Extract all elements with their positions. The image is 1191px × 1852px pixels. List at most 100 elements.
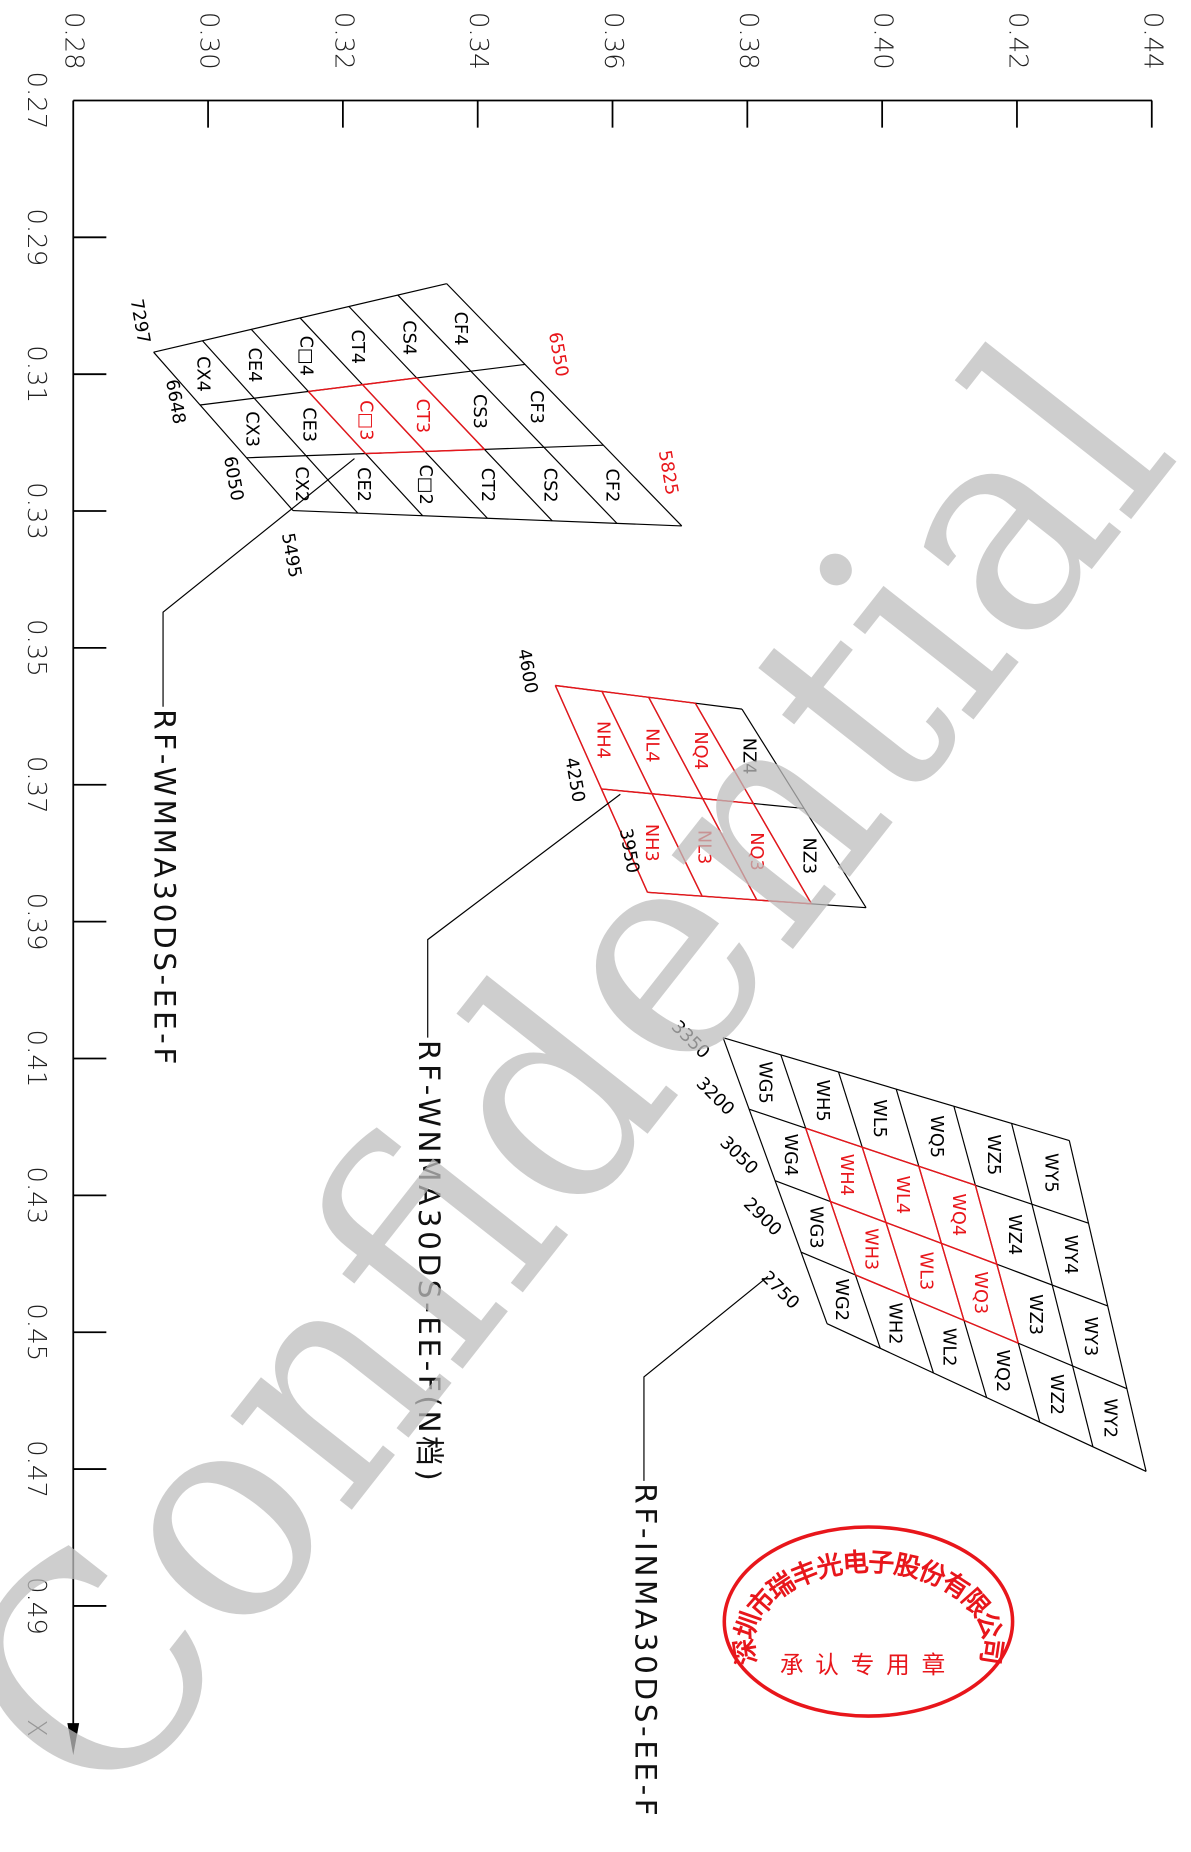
cct-label: 2750: [757, 1268, 803, 1314]
bin-label: CX2: [291, 466, 311, 502]
cct-label: 5495: [277, 532, 305, 580]
cct-label: 6648: [161, 378, 189, 426]
bin-group: WG5 WH5 WL5 WQ5 WZ5 WY5 WG4 WH4 WL4 WQ4 WZ4 WY4 WG3 W…: [628, 1017, 1147, 1819]
bin-label: WH2: [885, 1302, 905, 1344]
x-tick-label: 0.39: [21, 893, 51, 951]
bin-label: NZ4: [739, 738, 759, 775]
bin-label: NL3: [693, 830, 713, 864]
x-tick-label: 0.41: [21, 1030, 51, 1088]
bin-label: WZ5: [983, 1134, 1003, 1175]
bin-label: C□2: [415, 465, 435, 505]
bin-edge: [861, 1146, 911, 1298]
bin-label: WQ3: [970, 1271, 990, 1314]
bin-label: WZ4: [1004, 1214, 1024, 1255]
bin-label: WQ5: [926, 1115, 946, 1158]
y-tick-label: 0.28: [59, 12, 89, 70]
cct-label: 4600: [513, 647, 541, 695]
model-label: RF-INMA30DS-EE-F: [628, 1483, 662, 1819]
x-tick-label: 0.47: [21, 1440, 51, 1498]
y-tick-label: 0.30: [194, 12, 224, 70]
stamp-company-path: 深圳市瑞丰光电子股份有限公司: [729, 1547, 1008, 1666]
bin-label: CS3: [469, 394, 489, 429]
cct-label: 6050: [219, 455, 247, 503]
x-tick-label: 0.37: [21, 756, 51, 814]
bin-label: C□4: [296, 336, 316, 376]
bin-edge: [554, 685, 649, 893]
bin-label: CE4: [244, 348, 264, 383]
bin-label: WL4: [892, 1175, 912, 1214]
cct-label: 5825: [654, 449, 682, 497]
bin-edge: [694, 702, 813, 905]
bin-label: NL4: [641, 728, 661, 762]
bin-label: WY5: [1040, 1153, 1060, 1193]
bin-label: CS2: [539, 468, 559, 503]
y-tick-label: 0.40: [868, 12, 898, 70]
bin-label: CX4: [193, 356, 213, 392]
bin-label: NQ4: [690, 731, 710, 769]
bin-label: WY3: [1080, 1317, 1100, 1357]
bin-label: WG2: [831, 1279, 851, 1322]
stamp-company: 深圳市瑞丰光电子股份有限公司: [729, 1547, 1008, 1666]
y-tick-label: 0.34: [463, 12, 493, 70]
bin-edge: [974, 1185, 1019, 1344]
bin-edge: [741, 708, 867, 908]
bin-group: CX4 CE4 C□4 CT4 CS4 CF4 CX3 CE3 C□3 CT3 CS3 CF3 CX2 C…: [126, 283, 683, 1068]
bin-edge: [601, 691, 703, 897]
x-tick-label: 0.27: [21, 72, 51, 130]
bin-edge: [805, 1127, 976, 1186]
bin-label: CX3: [242, 411, 262, 447]
bin-label: WZ2: [1046, 1374, 1066, 1415]
bin-label: CS4: [399, 320, 419, 355]
model-label: RF-WMMA30DS-EE-F: [148, 709, 182, 1068]
bin-label: WQ4: [948, 1193, 968, 1236]
y-tick-label: 0.38: [733, 12, 763, 70]
bin-edge: [722, 1037, 828, 1324]
x-tick-label: 0.33: [21, 482, 51, 540]
bin-label: WL3: [915, 1252, 935, 1291]
bin-label: CT2: [477, 468, 497, 502]
x-tick-label: 0.31: [21, 345, 51, 403]
bin-label: WQ2: [992, 1349, 1012, 1392]
leader-line: [162, 458, 355, 707]
bin-label: NQ3: [746, 832, 766, 870]
x-tick-label: 0.45: [21, 1303, 51, 1361]
bin-edge: [855, 1274, 1019, 1344]
x-tick-label: 0.35: [21, 619, 51, 677]
bin-label: WG4: [780, 1134, 800, 1177]
axis-arrow: [67, 1723, 80, 1756]
leader-line: [643, 1275, 769, 1481]
bin-edge: [201, 340, 359, 514]
bin-edge: [397, 294, 618, 524]
x-tick-label: 0.49: [21, 1577, 51, 1635]
y-tick-label: 0.44: [1137, 12, 1167, 70]
cct-label: 7297: [126, 298, 154, 346]
bin-label: NH4: [593, 721, 613, 759]
bin-label: CE2: [353, 467, 373, 502]
bin-edge: [647, 891, 812, 905]
bin-edge: [555, 684, 696, 704]
bin-label: WG3: [806, 1206, 826, 1249]
bin-edge: [308, 377, 417, 393]
bin-edge: [446, 283, 683, 527]
bin-label: CF2: [602, 469, 622, 503]
bin-edge: [153, 351, 294, 511]
bin-edge: [918, 1166, 965, 1321]
y-tick-label: 0.42: [1002, 12, 1032, 70]
bin-label: NH3: [641, 824, 661, 862]
bin-edge: [293, 509, 682, 527]
bin-edge: [1068, 1140, 1147, 1472]
bin-edge: [362, 384, 426, 452]
bin-label: WH3: [860, 1228, 880, 1270]
bin-label: WZ3: [1025, 1294, 1045, 1335]
bin-edge: [365, 448, 485, 455]
x-tick-label: 0.43: [21, 1166, 51, 1224]
leader-line: [427, 793, 621, 1038]
bin-edge: [1011, 1123, 1094, 1447]
model-label: RF-WNMA30DS-EE-F(N档): [412, 1040, 446, 1484]
bin-label: WY4: [1060, 1235, 1080, 1275]
cct-label: 6550: [544, 331, 572, 379]
bin-label: WH5: [812, 1079, 832, 1121]
bin-edge: [416, 377, 485, 450]
